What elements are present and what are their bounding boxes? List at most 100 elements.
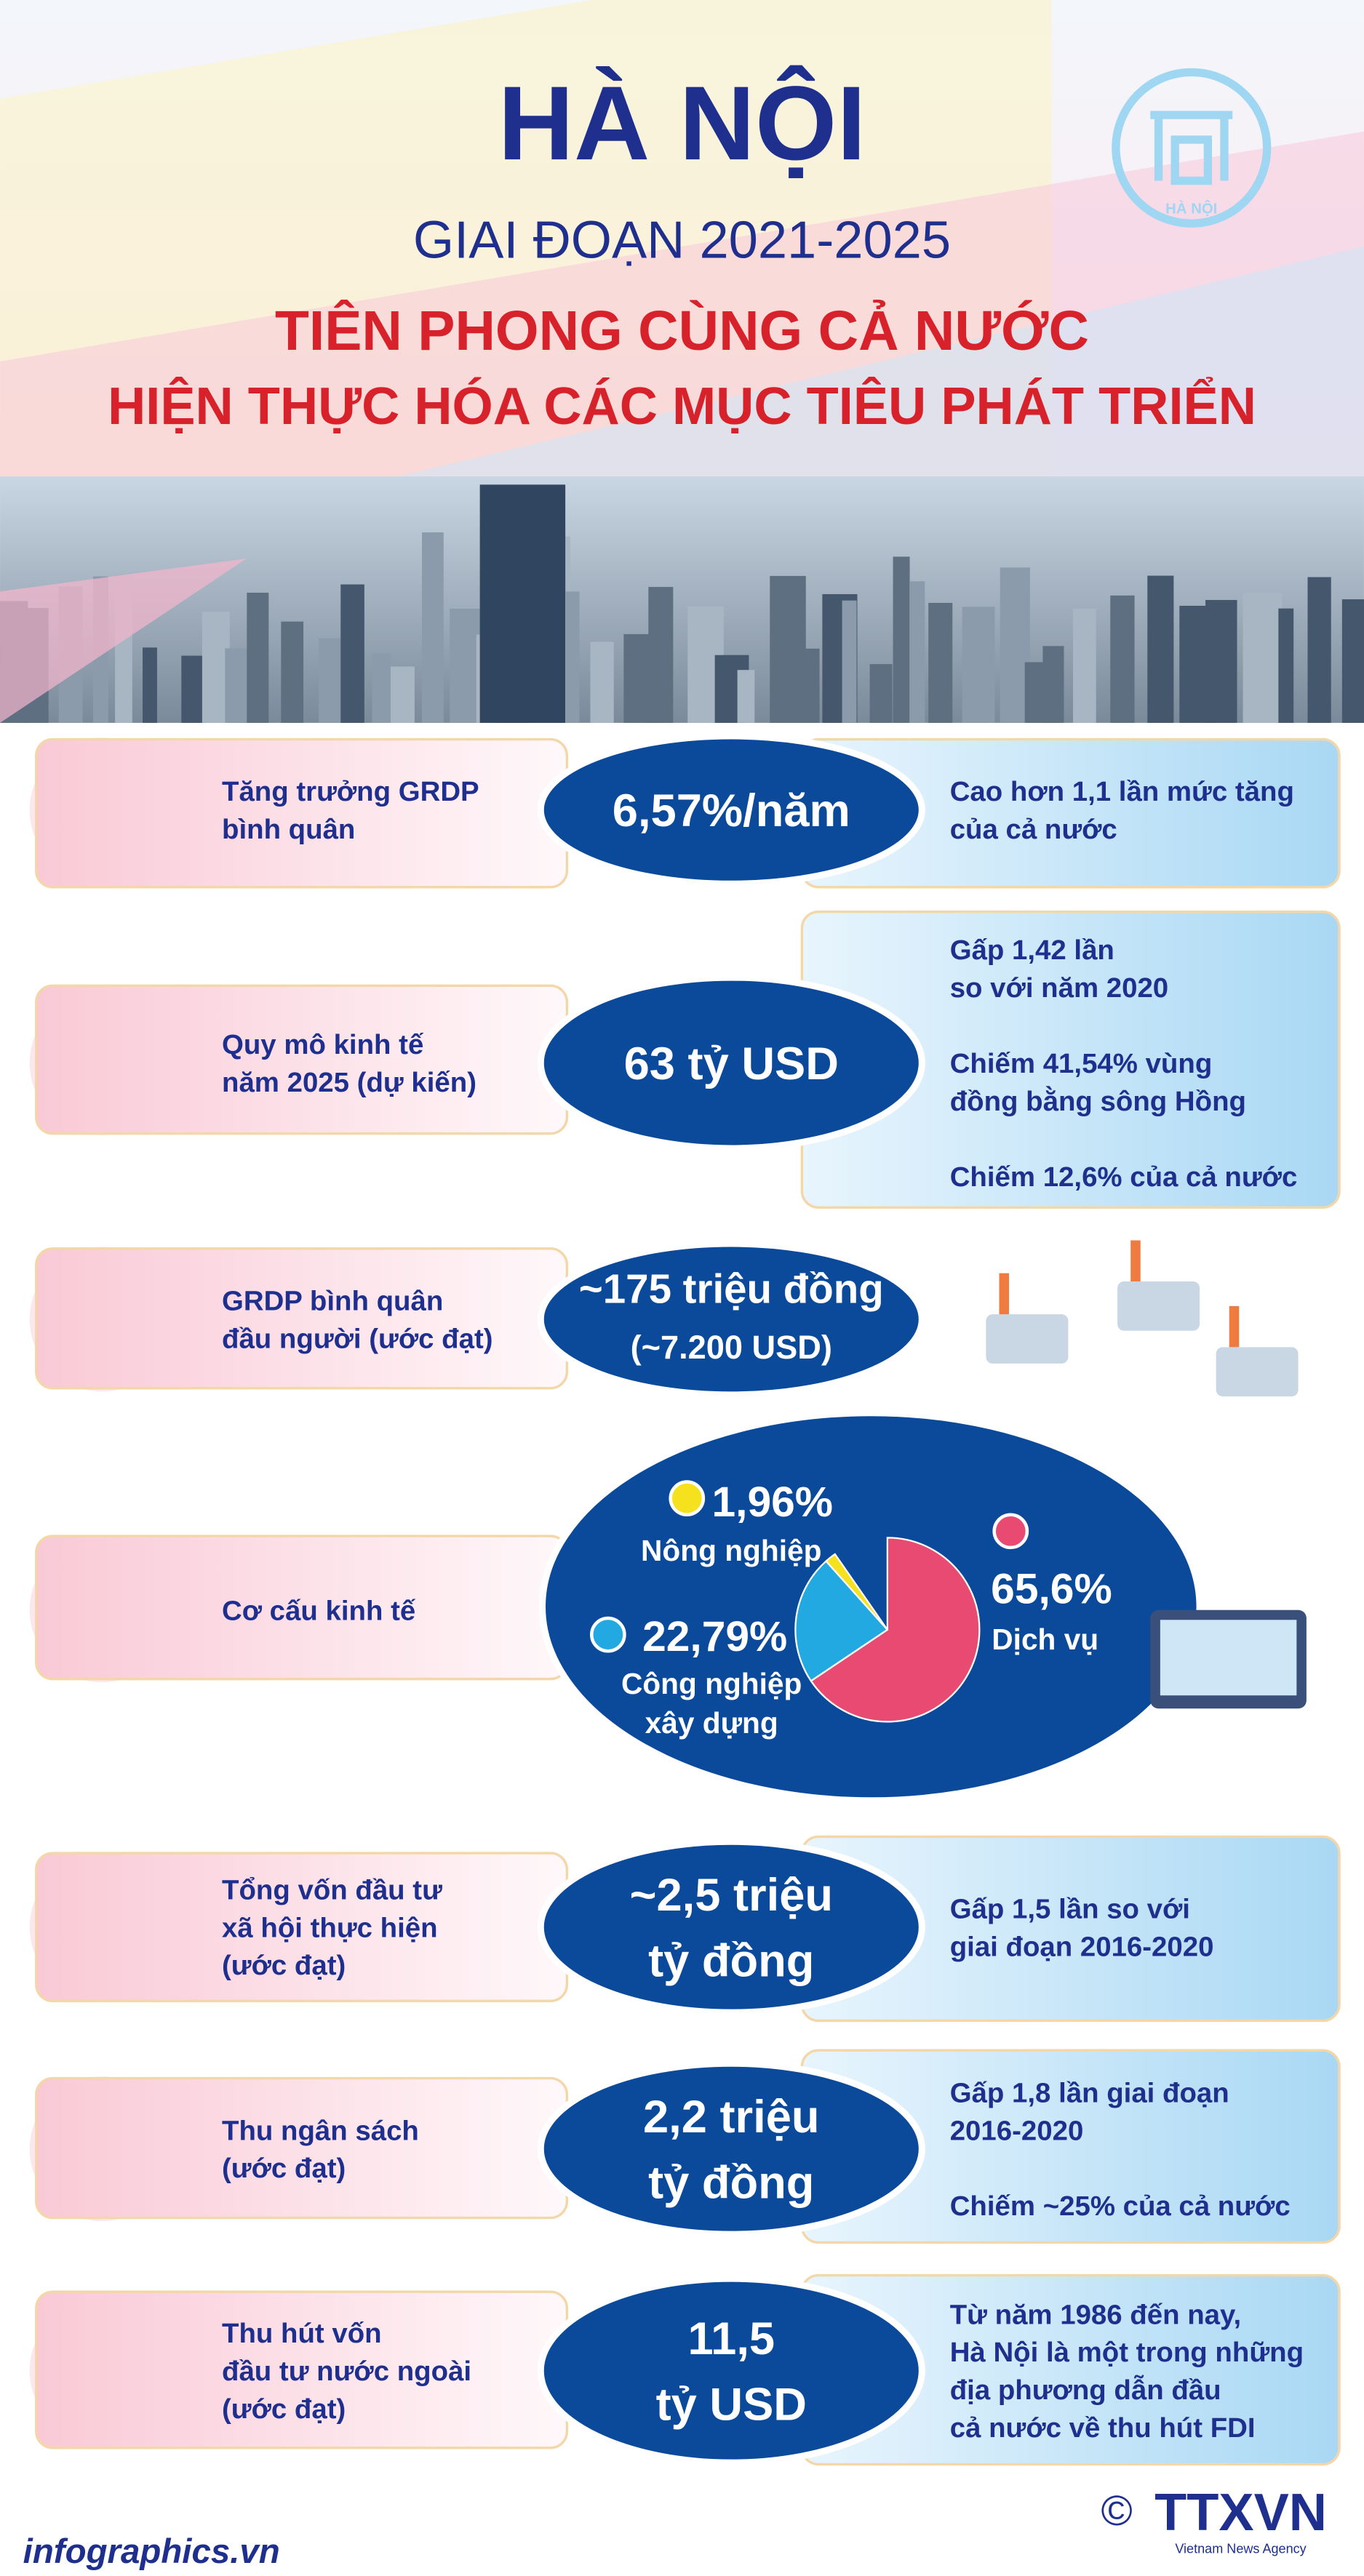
building	[1147, 575, 1174, 723]
note-text: cả nước về thu hút FDI	[950, 2412, 1256, 2444]
illustration	[986, 1314, 1069, 1364]
building	[928, 602, 953, 723]
label-text: Thu ngân sách	[222, 2115, 419, 2146]
illustration	[1229, 1305, 1240, 1348]
label-text: Thu hút vốn	[222, 2318, 382, 2349]
building	[1307, 577, 1331, 723]
pie-slice	[794, 1559, 889, 1682]
note-text: Từ năm 1986 đến nay,	[950, 2299, 1241, 2330]
slice-name: Nông nghiệp	[641, 1534, 821, 1567]
building	[340, 584, 364, 723]
building	[893, 556, 910, 723]
note-text: Hà Nội là một trong những	[950, 2337, 1304, 2368]
building	[869, 664, 893, 723]
building	[247, 592, 269, 723]
value-bubble	[537, 2060, 925, 2238]
label-card	[35, 2076, 569, 2220]
pie-slice	[810, 1537, 981, 1723]
building	[1205, 599, 1237, 723]
label-text: bình quân	[222, 814, 355, 845]
slice-name: xây dựng	[645, 1706, 778, 1740]
label-text: (ước đạt)	[222, 2153, 346, 2184]
content: Tăng trưởng GRDP bình quân 6,57%/năm Cao hơ…	[29, 732, 1341, 2466]
illustration	[1130, 1240, 1141, 1281]
label-text: Cơ cấu kinh tế	[222, 1595, 416, 1626]
slice-name: Công nghiệp	[621, 1667, 802, 1700]
value-bubble	[537, 2275, 925, 2466]
slice-value: 65,6%	[991, 1566, 1112, 1613]
legend-dot	[669, 1480, 706, 1516]
value-bubble	[537, 974, 925, 1152]
period: GIAI ĐOẠN 2021-2025	[413, 212, 951, 270]
building	[281, 621, 304, 723]
agency-sub: Vietnam News Agency	[1175, 2541, 1306, 2556]
label-text: đầu tư nước ngoài	[222, 2356, 471, 2387]
label-text: Tăng trưởng GRDP	[222, 776, 479, 807]
value-text: 6,57%/năm	[613, 785, 850, 836]
note-text: Chiếm ~25% của cả nước	[950, 2191, 1291, 2222]
legend-dot	[992, 1513, 1029, 1550]
building	[648, 587, 674, 723]
note-text: Chiếm 12,6% của cả nước	[950, 1161, 1298, 1193]
value-bubble	[537, 1240, 925, 1399]
building	[565, 591, 580, 723]
value-text: 63 tỷ USD	[624, 1039, 839, 1089]
building	[1042, 646, 1064, 723]
illustration	[999, 1273, 1010, 1315]
slice-name: Dịch vụ	[992, 1623, 1098, 1656]
value-text: 2,2 triệu	[643, 2092, 820, 2143]
legend-dot	[590, 1616, 626, 1653]
note-text: Gấp 1,42 lần	[950, 935, 1114, 966]
building	[805, 648, 820, 723]
label-text: GRDP bình quân	[222, 1285, 443, 1316]
value-text: ~2,5 triệu	[630, 1870, 834, 1921]
building	[390, 666, 415, 723]
label-text: năm 2025 (dự kiến)	[222, 1067, 476, 1098]
site: infographics.vn	[23, 2532, 280, 2571]
agency: TTXVN	[1154, 2484, 1327, 2542]
label-text: đầu người (ước đạt)	[222, 1323, 493, 1354]
illustration	[1117, 1281, 1200, 1331]
label-text: Quy mô kinh tế	[222, 1029, 424, 1060]
logo	[1112, 68, 1272, 228]
note-text: so với năm 2020	[950, 972, 1168, 1004]
building	[770, 575, 806, 723]
value-text: 11,5	[687, 2313, 775, 2364]
building	[962, 607, 995, 723]
value-text: ~175 triệu đồng	[579, 1265, 884, 1311]
value-text: tỷ USD	[656, 2379, 807, 2430]
value-bubble	[537, 1838, 925, 2016]
building	[1341, 599, 1364, 723]
note-text: 2016-2020	[950, 2115, 1084, 2146]
value-text: tỷ đồng	[648, 2157, 814, 2208]
note-text: Cao hơn 1,1 lần mức tăng	[950, 776, 1294, 807]
slice-value: 1,96%	[711, 1479, 833, 1526]
label-text: (ước đạt)	[222, 1950, 346, 1981]
building	[842, 600, 857, 723]
illustration	[1160, 1620, 1297, 1696]
logo-mark	[1150, 111, 1233, 185]
title: HÀ NỘI	[498, 64, 866, 182]
building	[1073, 608, 1096, 723]
building	[737, 670, 755, 723]
copyright: ©	[1101, 2487, 1133, 2535]
note-text: Chiếm 41,54% vùng	[950, 1048, 1213, 1079]
illustration	[1216, 1347, 1299, 1397]
label-card	[35, 737, 569, 889]
building	[1243, 593, 1283, 723]
note-text: của cả nước	[950, 814, 1117, 845]
headline: HIỆN THỰC HÓA CÁC MỤC TIÊU PHÁT TRIỂN	[108, 377, 1256, 436]
note-text: giai đoạn 2016-2020	[950, 1931, 1214, 1962]
building	[1278, 608, 1294, 723]
label-text: Tổng vốn đầu tư	[222, 1874, 442, 1905]
building	[1110, 595, 1135, 723]
value-bubble	[537, 732, 925, 887]
building	[143, 647, 157, 723]
building	[181, 655, 207, 723]
label-card	[35, 1247, 569, 1390]
value-text: (~7.200 USD)	[631, 1329, 832, 1366]
slice-value: 22,79%	[642, 1613, 787, 1660]
pie-slice	[824, 1553, 888, 1631]
